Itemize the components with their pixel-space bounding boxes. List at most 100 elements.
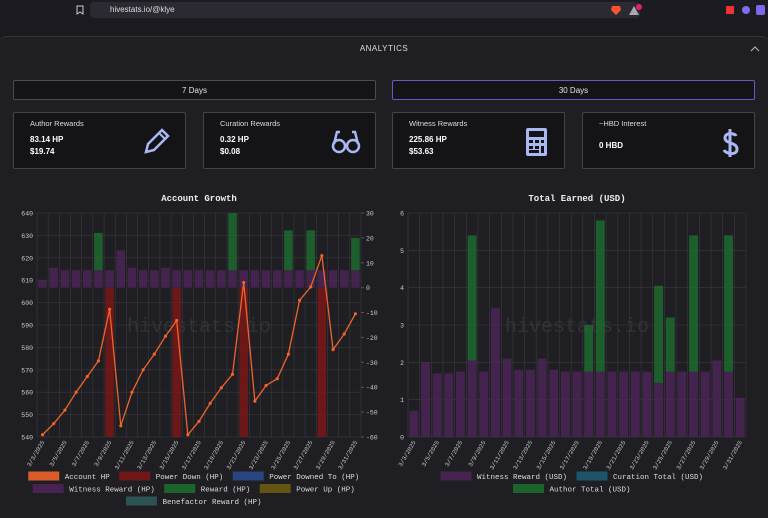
legend-item[interactable]: Reward (HP) <box>164 484 251 495</box>
bar <box>351 270 360 288</box>
bar <box>183 270 193 288</box>
point <box>197 419 201 423</box>
charts: Account Growthhivestats.io54055056057058… <box>21 194 747 507</box>
point <box>320 253 324 258</box>
point <box>152 352 156 356</box>
card-value: $19.74 <box>30 147 55 156</box>
x-tick-label: 3/3/2025 <box>397 439 418 468</box>
bar <box>150 270 159 288</box>
card-title: Witness Rewards <box>409 119 468 128</box>
bar <box>194 270 204 288</box>
calculator-icon <box>526 128 547 156</box>
bar <box>306 230 315 271</box>
point <box>230 372 235 376</box>
bar <box>642 371 652 437</box>
bar <box>456 371 465 437</box>
card: Author Rewards 83.14 HP $19.74 <box>13 112 186 169</box>
bar <box>700 371 710 437</box>
x-tick-label: 3/25/2025 <box>270 439 292 471</box>
collapse-icon[interactable] <box>750 45 760 53</box>
bar <box>295 270 304 288</box>
chart-title: Total Earned (USD) <box>528 194 625 204</box>
bar <box>138 270 148 288</box>
bar <box>584 325 594 372</box>
bar <box>421 362 430 437</box>
legend-swatch <box>232 471 264 481</box>
bar <box>607 371 617 437</box>
pencil-icon <box>144 128 170 154</box>
bar <box>116 250 126 288</box>
bar <box>217 270 226 288</box>
y-tick-label: 6 <box>400 211 404 218</box>
x-tick-label: 3/31/2025 <box>722 439 744 471</box>
card-value: $0.08 <box>220 147 241 156</box>
legend-swatch <box>440 471 472 481</box>
bar <box>272 270 282 288</box>
x-tick-label: 3/23/2025 <box>248 439 270 471</box>
y2-tick-label: 10 <box>366 260 374 267</box>
point <box>74 390 78 394</box>
tab-selected[interactable]: 30 Days <box>392 80 755 100</box>
x-tick-label: 3/11/2025 <box>113 439 135 471</box>
bar <box>328 270 338 288</box>
card-title: ~HBD Interest <box>599 119 647 128</box>
bar <box>490 308 500 437</box>
legend-label: Reward (HP) <box>201 487 251 495</box>
card-value: 225.86 HP <box>409 135 447 144</box>
bar <box>689 235 698 372</box>
x-tick-label: 3/5/2025 <box>48 439 69 468</box>
bar <box>677 371 687 437</box>
bar <box>735 397 745 437</box>
url-field[interactable]: hivestats.io/@klye <box>90 2 640 18</box>
bar <box>537 358 547 437</box>
legend-item[interactable]: Power Down (HP) <box>119 471 224 482</box>
y-tick-label: 610 <box>21 278 33 285</box>
legend-item[interactable]: Witness Reward (HP) <box>32 484 155 495</box>
bar <box>689 371 698 437</box>
y-tick-label: 540 <box>21 435 33 442</box>
bar <box>479 371 489 437</box>
legend-item[interactable]: Account HP <box>28 471 111 482</box>
legend-item[interactable]: Witness Reward (USD) <box>440 471 567 482</box>
y-tick-label: 560 <box>21 390 33 397</box>
extension-icons[interactable] <box>724 4 768 16</box>
bar <box>49 267 59 288</box>
y-tick-label: 1 <box>400 397 404 404</box>
bar <box>630 371 640 437</box>
y2-tick-label: 30 <box>366 211 374 218</box>
y2-tick-label: -30 <box>366 360 378 367</box>
bar <box>712 360 722 437</box>
legend-item[interactable]: Power Up (HP) <box>259 484 355 495</box>
x-tick-label: 3/29/2025 <box>698 439 720 471</box>
bookmark-icon[interactable] <box>76 5 84 15</box>
bar <box>409 410 419 437</box>
bar <box>514 369 524 437</box>
legend-swatch <box>576 471 608 481</box>
x-tick-label: 3/13/2025 <box>512 439 534 471</box>
y-tick-label: 640 <box>21 211 33 218</box>
bar <box>94 232 103 271</box>
x-tick-label: 3/15/2025 <box>158 439 180 471</box>
legend-item[interactable]: Power Downed To (HP) <box>232 471 359 482</box>
rewards-icon[interactable] <box>628 4 642 16</box>
brave-icon[interactable] <box>610 4 622 16</box>
y2-tick-label: -40 <box>366 385 378 392</box>
bar <box>228 270 237 288</box>
legend-swatch <box>32 484 64 493</box>
point <box>253 399 257 403</box>
point <box>309 285 313 289</box>
y-tick-label: 4 <box>400 285 404 292</box>
bar <box>161 267 170 288</box>
y-tick-label: 580 <box>21 345 33 352</box>
legend-swatch <box>28 471 60 481</box>
legend-swatch <box>164 484 196 493</box>
point <box>208 401 212 405</box>
legend-swatch <box>512 484 544 493</box>
tab[interactable]: 7 Days <box>13 80 376 100</box>
legend-item[interactable]: Author Total (USD) <box>512 484 631 495</box>
x-tick-label: 3/3/2025 <box>26 439 47 468</box>
card: Witness Rewards 225.86 HP $53.63 <box>392 112 565 169</box>
x-tick-label: 3/23/2025 <box>628 439 650 471</box>
legend-item[interactable]: Benefactor Reward (HP) <box>125 496 262 507</box>
legend-item[interactable]: Curation Total (USD) <box>576 471 703 482</box>
